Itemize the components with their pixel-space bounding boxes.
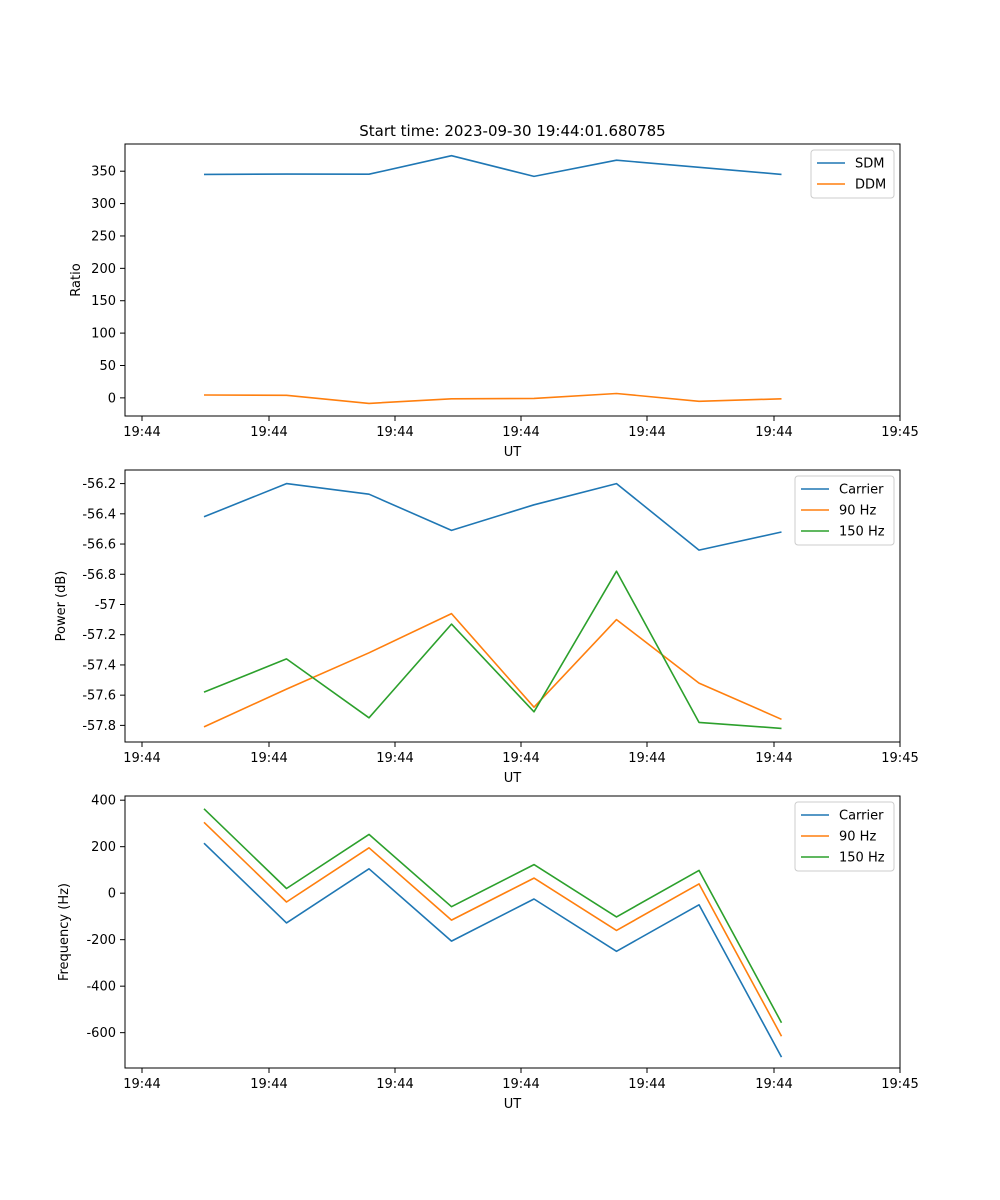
- x-tick-label: 19:44: [628, 751, 665, 766]
- series-line-90-hz: [203, 612, 782, 728]
- x-tick-label: 19:45: [881, 1077, 918, 1092]
- series-line-150-hz: [203, 808, 783, 1024]
- x-tick-label: 19:44: [502, 425, 539, 440]
- y-tick-label: -57.4: [82, 658, 116, 673]
- x-tick-label: 19:44: [250, 1077, 287, 1092]
- y-tick-label: -56.4: [82, 507, 116, 522]
- panels: 19:44 19:44 19:44 19:44 19:44 19:44 19:45 0 50 10…: [54, 143, 919, 1112]
- x-axis-label: UT: [504, 1097, 522, 1112]
- legend: [794, 801, 895, 872]
- x-axis-label: UT: [504, 771, 522, 786]
- x-tick-label: 19:44: [628, 425, 665, 440]
- x-tick-label: 19:44: [250, 751, 287, 766]
- x-tick-label: 19:44: [755, 1077, 792, 1092]
- y-tick-label: -57.8: [82, 719, 116, 734]
- series-line-carrier: [203, 842, 783, 1058]
- y-tick-label: 0: [108, 391, 116, 406]
- legend-label: Carrier: [839, 483, 884, 498]
- plot-frame: [124, 469, 901, 743]
- legend-label: 90 Hz: [839, 830, 876, 845]
- x-tick-label: 19:44: [376, 425, 413, 440]
- y-tick-label: 50: [99, 359, 116, 374]
- y-tick-label: 100: [91, 327, 116, 342]
- y-axis-label: Power (dB): [54, 571, 69, 642]
- x-tick-label: 19:44: [502, 751, 539, 766]
- legend-label: 90 Hz: [839, 504, 876, 519]
- y-axis-label: Frequency (Hz): [57, 883, 72, 981]
- y-tick-label: 400: [91, 794, 116, 809]
- x-tick-label: 19:44: [755, 425, 792, 440]
- y-tick-label: 200: [91, 262, 116, 277]
- x-tick-label: 19:44: [755, 751, 792, 766]
- y-tick-label: 350: [91, 165, 116, 180]
- y-tick-label: -200: [86, 933, 116, 948]
- y-axis-label: Ratio: [69, 263, 84, 296]
- series-line-carrier: [203, 482, 782, 551]
- y-tick-label: 150: [91, 294, 116, 309]
- legend-label: Carrier: [839, 809, 884, 824]
- x-tick-label: 19:44: [502, 1077, 539, 1092]
- x-tick-label: 19:44: [123, 751, 160, 766]
- series-line-ddm: [203, 392, 782, 405]
- y-tick-label: 200: [91, 840, 116, 855]
- x-tick-label: 19:44: [123, 425, 160, 440]
- x-tick-label: 19:44: [376, 751, 413, 766]
- y-tick-label: -56.8: [82, 568, 116, 583]
- x-tick-label: 19:45: [881, 425, 918, 440]
- series-line-sdm: [203, 154, 782, 178]
- y-tick-label: 250: [91, 229, 116, 244]
- series-line-150-hz: [203, 570, 782, 730]
- y-tick-label: -56.6: [82, 538, 116, 553]
- panel-2: 19:44 19:44 19:44 19:44 19:44 19:44 19:45 -56.2…: [54, 469, 919, 786]
- series-line-90-hz: [203, 821, 783, 1037]
- x-tick-label: 19:44: [376, 1077, 413, 1092]
- y-tick-label: -600: [86, 1026, 116, 1041]
- y-tick-label: 0: [108, 887, 116, 902]
- legend: [794, 475, 895, 546]
- plot-frame: [124, 795, 901, 1069]
- y-tick-label: 300: [91, 197, 116, 212]
- x-tick-label: 19:45: [881, 751, 918, 766]
- legend-label: 150 Hz: [839, 851, 885, 866]
- y-tick-label: -57.6: [82, 689, 116, 704]
- legend-label: 150 Hz: [839, 525, 885, 540]
- y-tick-label: -57.2: [82, 628, 116, 643]
- y-tick-label: -57: [95, 598, 116, 613]
- legend-label: SDM: [855, 157, 884, 172]
- x-axis-label: UT: [504, 445, 522, 460]
- plot-frame: [124, 143, 901, 417]
- x-tick-label: 19:44: [250, 425, 287, 440]
- x-tick-label: 19:44: [123, 1077, 160, 1092]
- chart-title: Start time: 2023-09-30 19:44:01.680785: [359, 122, 665, 140]
- y-tick-label: -400: [86, 980, 116, 995]
- x-tick-label: 19:44: [628, 1077, 665, 1092]
- panel-1: 19:44 19:44 19:44 19:44 19:44 19:44 19:45 0 50 10…: [69, 143, 919, 460]
- y-tick-label: -56.2: [82, 477, 116, 492]
- legend-label: DDM: [855, 178, 886, 193]
- legend: [810, 149, 895, 199]
- panel-3: 19:44 19:44 19:44 19:44 19:44 19:44 19:45 400 20…: [57, 794, 919, 1112]
